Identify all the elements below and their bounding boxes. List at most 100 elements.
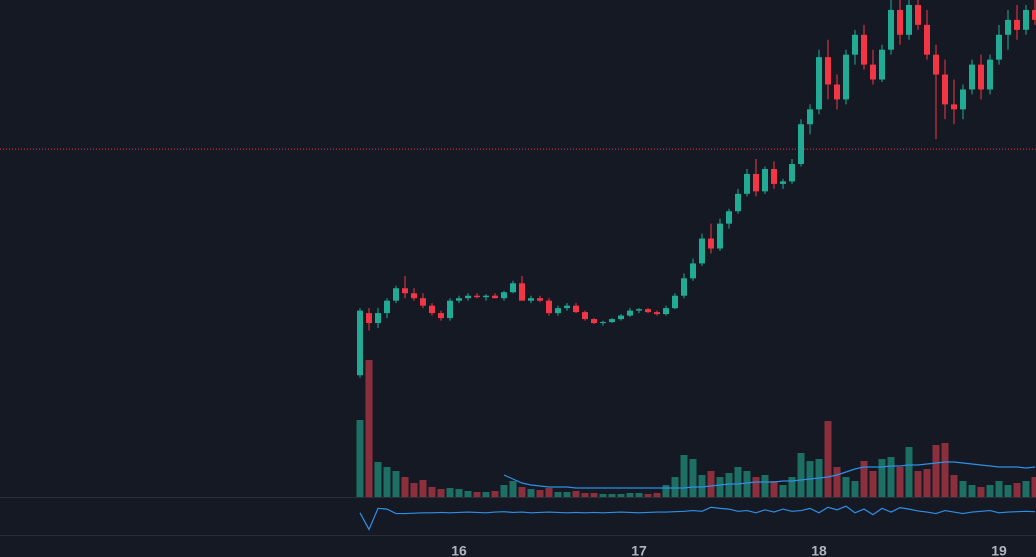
volume-bar	[464, 491, 472, 497]
volume-bar	[950, 475, 958, 497]
volume-bar	[572, 491, 580, 497]
volume-bar	[797, 453, 805, 497]
volume-ma-line	[503, 461, 1036, 489]
volume-bar	[401, 477, 409, 497]
candle-body	[879, 49, 885, 80]
candle-body	[807, 109, 813, 125]
volume-bar	[734, 467, 742, 497]
volume-bar	[545, 488, 553, 497]
candle-body	[465, 295, 471, 299]
volume-bar	[914, 471, 922, 497]
candle-body	[978, 64, 984, 90]
volume-bar	[383, 467, 391, 497]
candle-body	[690, 263, 696, 279]
candle-body	[816, 57, 822, 110]
volume-bar	[779, 485, 787, 497]
candle-body	[942, 74, 948, 105]
volume-bar	[374, 462, 382, 497]
candle-body	[1005, 19, 1011, 35]
volume-bar	[1022, 481, 1030, 497]
candle-body	[393, 288, 399, 301]
volume-bar	[527, 489, 535, 497]
volume-bar	[653, 493, 661, 497]
candle-body	[780, 181, 786, 184]
candle-body	[645, 309, 651, 313]
x-tick-label: 19	[991, 543, 1007, 557]
candle-body	[1023, 9, 1029, 30]
candle-body	[654, 312, 660, 315]
candle-body	[726, 211, 732, 224]
candle-body	[663, 308, 669, 315]
volume-bar	[1004, 485, 1012, 497]
volume-bar	[500, 485, 508, 497]
volume-bar	[923, 469, 931, 497]
volume-bar	[680, 455, 688, 497]
candle-body	[510, 283, 516, 293]
candle-body	[762, 168, 768, 192]
candle-body	[924, 24, 930, 55]
candle-body	[474, 295, 480, 298]
volume-bar	[419, 480, 427, 497]
candle-body	[915, 4, 921, 25]
candle-body	[852, 34, 858, 55]
volume-bar	[743, 471, 751, 497]
volume-bar	[941, 443, 949, 497]
volume-bar	[671, 477, 679, 497]
volume-bar	[1031, 477, 1036, 497]
volume-bar	[977, 487, 985, 497]
volume-bar	[437, 489, 445, 497]
candle-body	[636, 309, 642, 311]
candle-body	[888, 9, 894, 50]
candle-body	[933, 54, 939, 75]
candle-body	[501, 292, 507, 299]
volume-bar	[905, 447, 913, 497]
candle-body	[591, 319, 597, 324]
candle-body	[1014, 19, 1020, 30]
candle-body	[420, 298, 426, 306]
volume-bar	[428, 487, 436, 497]
volume-bar	[761, 475, 769, 497]
volume-bar	[833, 467, 841, 497]
volume-bar	[869, 471, 877, 497]
volume-bar	[1013, 483, 1021, 497]
volume-bar	[617, 494, 625, 497]
candle-body	[582, 312, 588, 320]
volume-bar	[689, 459, 697, 497]
candle-body	[897, 9, 903, 35]
candle-body	[546, 300, 552, 314]
x-tick-label: 16	[451, 543, 467, 557]
volume-bar	[482, 492, 490, 497]
candle-body	[402, 288, 408, 294]
candle-body	[771, 168, 777, 184]
volume-bar	[554, 492, 562, 497]
volume-bar	[410, 483, 418, 497]
volume-bar	[878, 459, 886, 497]
volume-bar	[986, 485, 994, 497]
candle-body	[627, 310, 633, 316]
volume-bar	[581, 493, 589, 497]
candle-body	[609, 319, 615, 323]
candle-body	[870, 64, 876, 80]
candle-body	[960, 89, 966, 110]
candle-body	[861, 34, 867, 65]
candle-body	[699, 238, 705, 264]
candle-body	[519, 283, 525, 301]
candle-body	[735, 193, 741, 212]
volume-bar	[788, 477, 796, 497]
volume-bar	[932, 445, 940, 497]
candle-body	[492, 295, 498, 299]
volume-bar	[725, 473, 733, 497]
x-tick-label: 17	[631, 543, 647, 557]
volume-bar	[716, 477, 724, 497]
candle-body	[528, 298, 534, 301]
candle-body	[753, 173, 759, 192]
volume-bar	[491, 491, 499, 497]
candle-body	[438, 313, 444, 319]
candle-body	[834, 84, 840, 100]
volume-bar	[599, 494, 607, 497]
volume-bar	[563, 492, 571, 497]
candle-body	[951, 104, 957, 110]
candle-body	[996, 34, 1002, 60]
candle-body	[987, 59, 993, 90]
